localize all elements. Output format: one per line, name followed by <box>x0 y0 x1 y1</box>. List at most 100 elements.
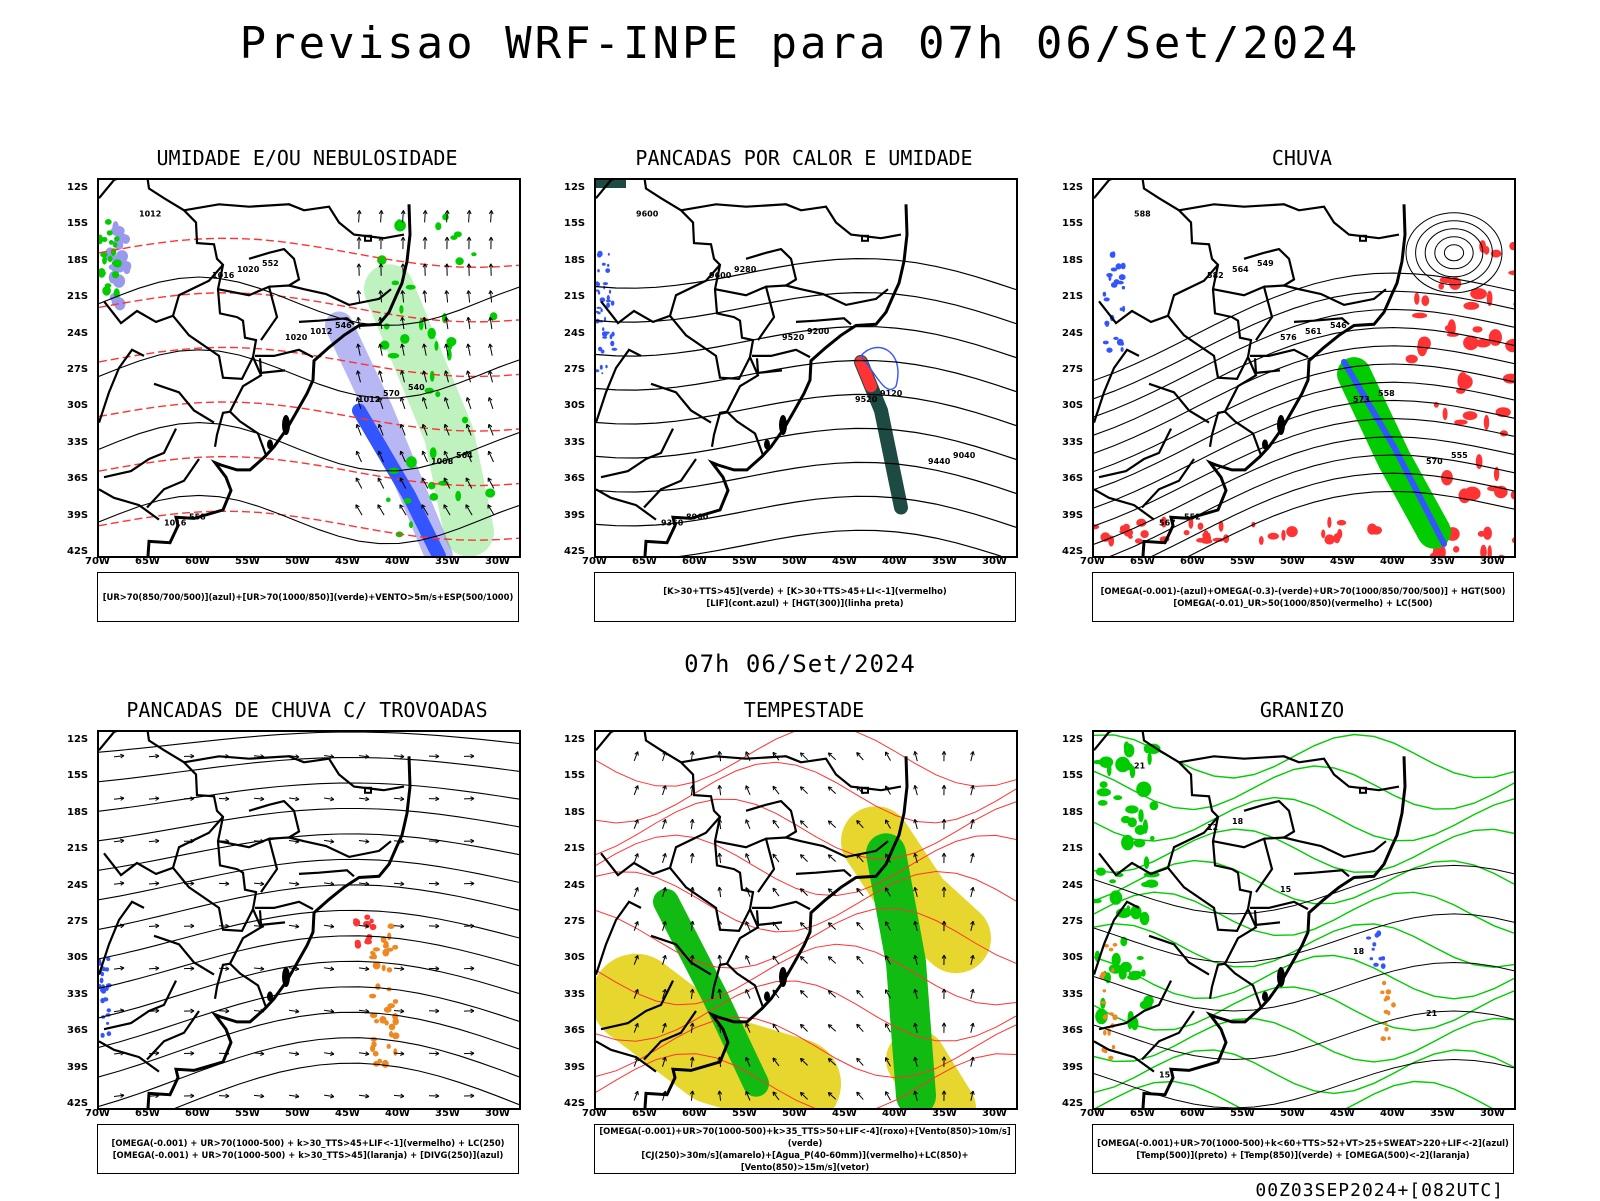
state-border <box>1264 838 1386 857</box>
lon-tick-label: 45W <box>832 556 857 567</box>
lif-contour <box>596 282 600 286</box>
lon-tick-label: 30W <box>1480 556 1505 567</box>
temp-850-contour <box>1150 836 1155 841</box>
state-border <box>1294 870 1349 876</box>
lat-tick-label: 12S <box>67 734 88 745</box>
lon-tick-label: 30W <box>982 556 1007 567</box>
temp-850-contour <box>1128 817 1137 827</box>
cyclone-contour <box>1425 229 1483 277</box>
storm-orange-field <box>387 967 392 972</box>
lon-tick-label: 30W <box>485 1108 510 1119</box>
state-border <box>215 412 230 447</box>
temp-850-contour <box>1126 905 1130 914</box>
humidity-low-spot <box>386 498 391 503</box>
storm-orange-field <box>388 923 395 929</box>
legend-line: [OMEGA(-0.001)+UR>70(1000-500)+k>35_TTS>… <box>599 1125 1011 1149</box>
lat-tick-label: 30S <box>564 400 585 411</box>
lat-tick-label: 27S <box>564 916 585 927</box>
humidity-low-spot <box>446 337 456 346</box>
temp-850-contour <box>1141 969 1146 977</box>
contour-line <box>99 277 519 325</box>
lon-tick-label: 35W <box>435 1108 460 1119</box>
lon-tick-label: 55W <box>1230 556 1255 567</box>
rain-red-field <box>1463 302 1479 310</box>
map-frame <box>97 730 521 1110</box>
rain-red-field <box>1472 326 1482 332</box>
omega-field <box>1108 1012 1114 1015</box>
humidity-low-spot <box>388 353 400 359</box>
state-border <box>173 868 253 931</box>
lon-tick-label: 45W <box>1330 1108 1355 1119</box>
lat-tick-label: 18S <box>67 255 88 266</box>
legend-line: [Temp(500)](preto) + [Temp(850)](verde) … <box>1097 1149 1509 1161</box>
state-border <box>752 350 810 357</box>
lon-tick-label: 65W <box>632 1108 657 1119</box>
lif-contour <box>610 334 613 339</box>
lat-tick-label: 30S <box>67 400 88 411</box>
lif-contour <box>602 336 607 338</box>
storm-orange-field <box>392 1032 400 1039</box>
contour-label: 18 <box>1232 817 1244 826</box>
hail-field <box>1370 957 1374 960</box>
lat-tick-label: 12S <box>67 182 88 193</box>
lif-contour <box>597 312 601 315</box>
storm-orange-field <box>393 999 398 1004</box>
lat-tick-label: 36S <box>67 473 88 484</box>
lon-tick-label: 65W <box>632 556 657 567</box>
lat-tick-label: 39S <box>67 510 88 521</box>
state-border <box>752 902 810 909</box>
storm-orange-field <box>373 1051 379 1057</box>
lon-tick-label: 55W <box>235 1108 260 1119</box>
temp-850-contour <box>1125 805 1138 813</box>
omega-field <box>1386 989 1392 994</box>
contour-label: 1008 <box>431 457 454 466</box>
humidity-low-spot <box>384 323 390 329</box>
hail-field <box>1366 936 1371 939</box>
contour-label: 21 <box>1426 1009 1438 1018</box>
contour-line <box>596 327 1016 358</box>
omega-field <box>1387 1037 1390 1041</box>
contour-label: 555 <box>1451 451 1468 460</box>
rain-blue-field <box>1103 341 1109 345</box>
state-border <box>1094 350 1139 423</box>
lon-tick-label: 40W <box>385 1108 410 1119</box>
temp-850-contour <box>1096 868 1106 876</box>
omega-field <box>1113 943 1118 947</box>
storm-red-field <box>364 915 370 920</box>
state-border <box>651 384 711 423</box>
contour-line <box>99 783 519 811</box>
rain-red-field <box>1259 536 1264 545</box>
state-border <box>104 981 176 1030</box>
lat-tick-label: 39S <box>67 1062 88 1073</box>
hail-field <box>1372 942 1376 946</box>
contour-line <box>99 1038 519 1107</box>
lat-tick-label: 15S <box>67 218 88 229</box>
omega-field <box>1111 968 1114 972</box>
state-border <box>601 817 720 875</box>
lat-tick-label: 39S <box>564 1062 585 1073</box>
lif-contour <box>607 264 609 267</box>
lon-tick-label: 60W <box>1180 556 1205 567</box>
lat-tick-label: 15S <box>564 770 585 781</box>
humidity-low-spot <box>105 283 112 288</box>
federal-district <box>862 788 868 793</box>
lat-tick-label: 18S <box>564 255 585 266</box>
divergence-field <box>100 988 105 992</box>
cyclone-contour <box>1444 245 1463 261</box>
temp-850-contour <box>1141 882 1152 887</box>
divergence-field <box>100 998 105 1003</box>
state-border <box>147 459 199 508</box>
state-border <box>681 204 901 238</box>
humidity-low-spot <box>455 257 463 265</box>
lat-tick-label: 21S <box>564 291 585 302</box>
panel-title: CHUVA <box>1092 146 1512 170</box>
rain-blue-field <box>1106 348 1112 353</box>
federal-district <box>1360 788 1366 793</box>
temp-850-contour <box>1100 781 1108 788</box>
omega-field <box>1101 1001 1107 1004</box>
lat-tick-label: 18S <box>1062 807 1083 818</box>
contour-label: 1020 <box>285 333 308 342</box>
lon-tick-label: 30W <box>1480 1108 1505 1119</box>
state-border <box>1244 801 1294 837</box>
